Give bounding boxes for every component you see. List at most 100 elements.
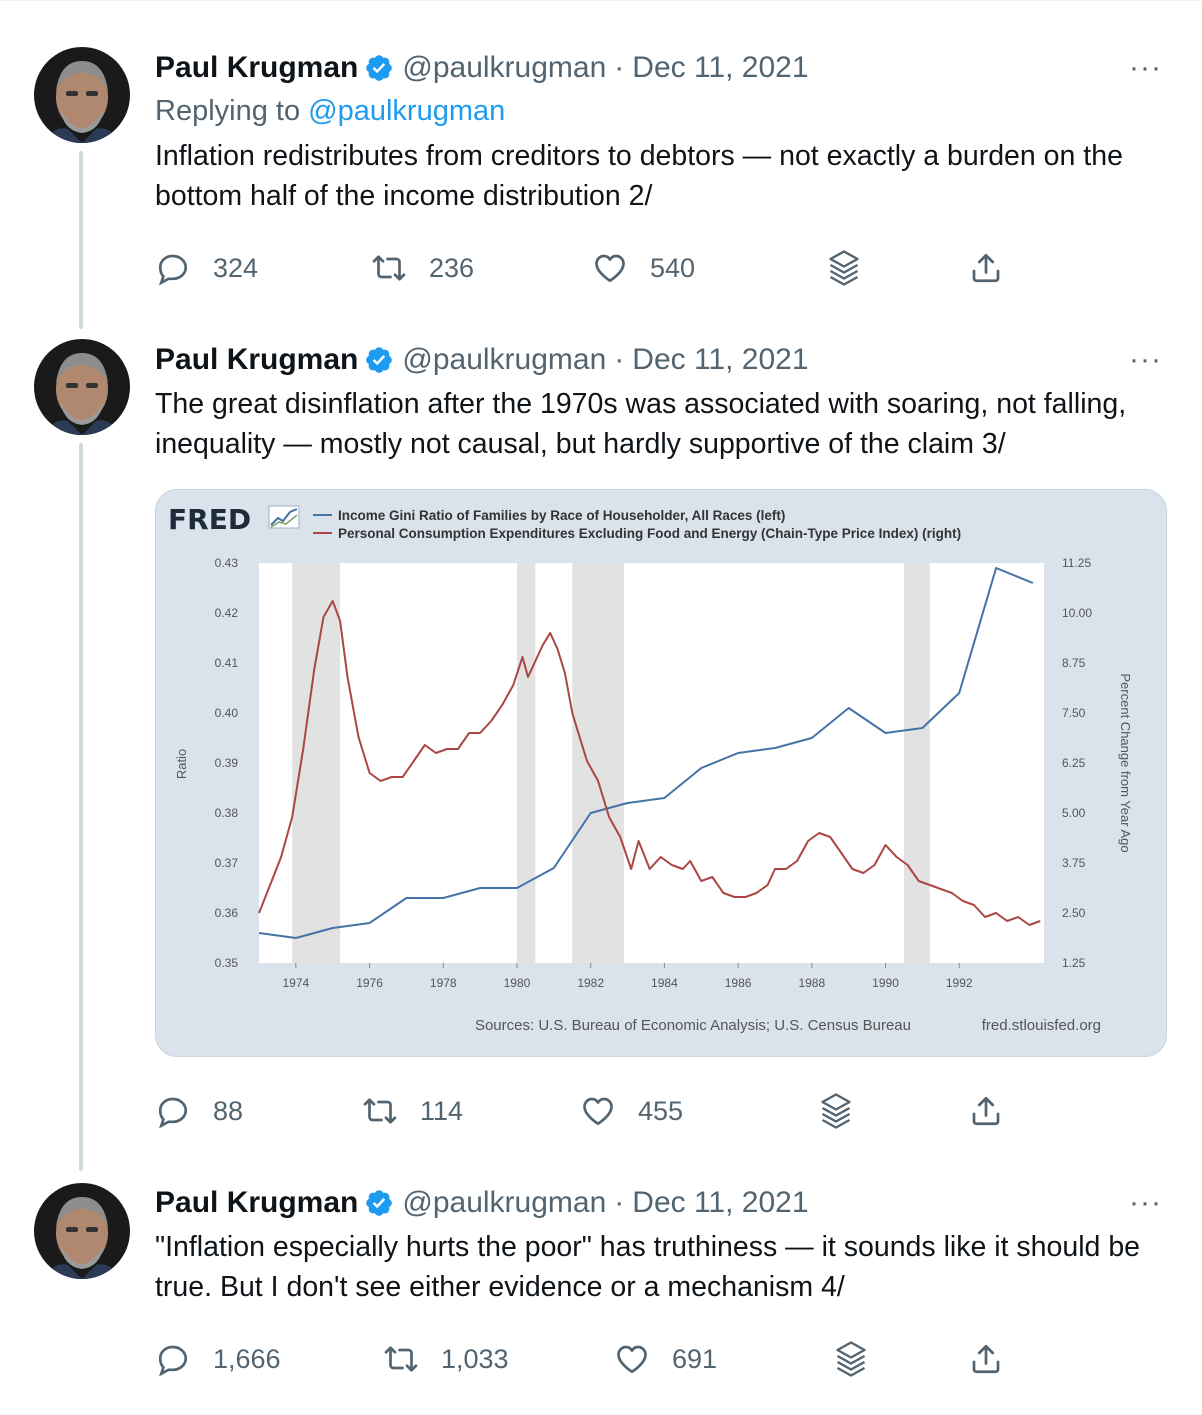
share-icon <box>972 1344 1000 1374</box>
tweet[interactable]: Paul Krugman @paulkrugman · Dec 11, 2021… <box>0 1 1202 331</box>
recession-band <box>292 563 341 963</box>
avatar[interactable] <box>34 47 130 143</box>
reply-icon <box>158 254 188 286</box>
share-icon <box>972 253 1000 283</box>
revue-button[interactable] <box>818 1091 854 1131</box>
reply-button[interactable]: 324 <box>155 248 258 288</box>
x-tick-label: 1982 <box>577 976 604 990</box>
more-options-icon[interactable]: ··· <box>1129 51 1162 84</box>
revue-button[interactable] <box>833 1339 869 1379</box>
x-tick-label: 1976 <box>356 976 383 990</box>
reply-button[interactable]: 1,666 <box>155 1339 281 1379</box>
right-axis-label: Percent Change from Year Ago <box>1118 673 1133 852</box>
layers-icon <box>829 250 859 286</box>
x-tick-label: 1984 <box>651 976 678 990</box>
tweet-text: The great disinflation after the 1970s w… <box>155 388 1127 460</box>
retweet-icon <box>363 1098 397 1124</box>
legend-label-pce: Personal Consumption Expenditures Exclud… <box>338 526 961 541</box>
right-tick-label: 3.75 <box>1062 856 1086 870</box>
chart-image[interactable]: FRED Income Gini Ratio of Families by Ra… <box>155 489 1167 1057</box>
author-handle[interactable]: @paulkrugman <box>402 1186 607 1219</box>
separator-dot: · <box>614 1186 625 1219</box>
left-axis-label: Ratio <box>174 749 189 779</box>
tweet-header: Paul Krugman @paulkrugman · Dec 11, 2021 <box>155 1183 809 1223</box>
recession-band <box>572 563 624 963</box>
like-button[interactable]: 455 <box>580 1091 683 1131</box>
action-bar: 88 114 455 <box>155 1091 1015 1131</box>
heart-icon <box>617 1345 647 1374</box>
reply-count: 324 <box>213 252 259 283</box>
author-name[interactable]: Paul Krugman <box>155 1186 359 1219</box>
like-button[interactable]: 691 <box>614 1339 717 1379</box>
retweet-button[interactable]: 1,033 <box>383 1339 509 1379</box>
tweet-text: "Inflation especially hurts the poor" ha… <box>155 1231 1141 1303</box>
replying-to-link[interactable]: @paulkrugman <box>308 95 506 127</box>
replying-to-label: Replying to <box>155 95 301 127</box>
retweet-button[interactable]: 236 <box>371 248 474 288</box>
more-options-icon[interactable]: ··· <box>1129 343 1162 376</box>
like-button[interactable]: 540 <box>592 248 695 288</box>
reply-button[interactable]: 88 <box>155 1091 243 1131</box>
replying-to: Replying to @paulkrugman <box>155 95 505 128</box>
fred-chart: FRED Income Gini Ratio of Families by Ra… <box>168 503 1133 1034</box>
like-count: 540 <box>650 252 696 283</box>
right-tick-label: 5.00 <box>1062 806 1086 820</box>
share-button[interactable] <box>968 1091 1004 1131</box>
x-tick-label: 1980 <box>504 976 531 990</box>
heart-icon <box>595 254 625 283</box>
recession-band <box>516 563 536 963</box>
retweet-count: 236 <box>429 252 475 283</box>
verified-badge-icon <box>366 1190 393 1216</box>
reply-icon <box>158 1345 188 1377</box>
right-tick-label: 6.25 <box>1062 756 1086 770</box>
share-button[interactable] <box>968 1339 1004 1379</box>
axis-ticks: 0.43 0.42 0.41 0.40 0.39 0.38 0.37 0.36 0.35 11.2… <box>215 556 1093 990</box>
left-tick-label: 0.41 <box>215 656 239 670</box>
left-tick-label: 0.36 <box>215 906 239 920</box>
tweet-date[interactable]: Dec 11, 2021 <box>632 51 809 84</box>
separator-dot: · <box>614 343 625 376</box>
tweet-date[interactable]: Dec 11, 2021 <box>632 343 809 376</box>
revue-button[interactable] <box>826 248 862 288</box>
action-bar: 324 236 540 <box>155 248 1015 288</box>
left-tick-label: 0.38 <box>215 806 239 820</box>
fred-logo: FRED <box>168 503 251 536</box>
chart-source: Sources: U.S. Bureau of Economic Analysi… <box>475 1017 911 1034</box>
separator-dot: · <box>614 51 625 84</box>
gini-series-line <box>258 567 1034 939</box>
tweet[interactable]: Paul Krugman @paulkrugman · Dec 11, 2021… <box>0 1171 1202 1415</box>
reply-count: 88 <box>213 1095 244 1126</box>
x-tick-label: 1986 <box>725 976 752 990</box>
like-count: 691 <box>672 1343 718 1374</box>
right-tick-label: 10.00 <box>1062 606 1092 620</box>
right-tick-label: 11.25 <box>1062 556 1091 570</box>
tweet[interactable]: Paul Krugman @paulkrugman · Dec 11, 2021… <box>0 331 1202 1171</box>
author-name[interactable]: Paul Krugman <box>155 51 359 84</box>
layers-icon <box>836 1341 866 1377</box>
fred-logo-icon <box>268 505 300 529</box>
tweet-header: Paul Krugman @paulkrugman · Dec 11, 2021 <box>155 340 809 380</box>
author-handle[interactable]: @paulkrugman <box>402 343 607 376</box>
thread-connector <box>79 443 83 1171</box>
verified-badge-icon <box>366 55 393 81</box>
chart-site-link[interactable]: fred.stlouisfed.org <box>982 1017 1101 1034</box>
left-tick-label: 0.43 <box>215 556 239 570</box>
tweet-date[interactable]: Dec 11, 2021 <box>632 1186 809 1219</box>
retweet-icon <box>384 1346 418 1372</box>
author-handle[interactable]: @paulkrugman <box>402 51 607 84</box>
share-button[interactable] <box>968 248 1004 288</box>
author-name[interactable]: Paul Krugman <box>155 343 359 376</box>
pce-series-line <box>258 600 1041 926</box>
legend-label-gini: Income Gini Ratio of Families by Race of… <box>338 508 785 523</box>
avatar[interactable] <box>34 339 130 435</box>
more-options-icon[interactable]: ··· <box>1129 1186 1162 1219</box>
avatar[interactable] <box>34 1183 130 1279</box>
x-tick-label: 1990 <box>872 976 899 990</box>
retweet-count: 1,033 <box>441 1343 509 1374</box>
left-tick-label: 0.39 <box>215 756 239 770</box>
thread-connector <box>79 151 83 329</box>
action-bar: 1,666 1,033 691 <box>155 1339 1015 1379</box>
recession-band <box>903 563 930 963</box>
retweet-button[interactable]: 114 <box>362 1091 463 1131</box>
